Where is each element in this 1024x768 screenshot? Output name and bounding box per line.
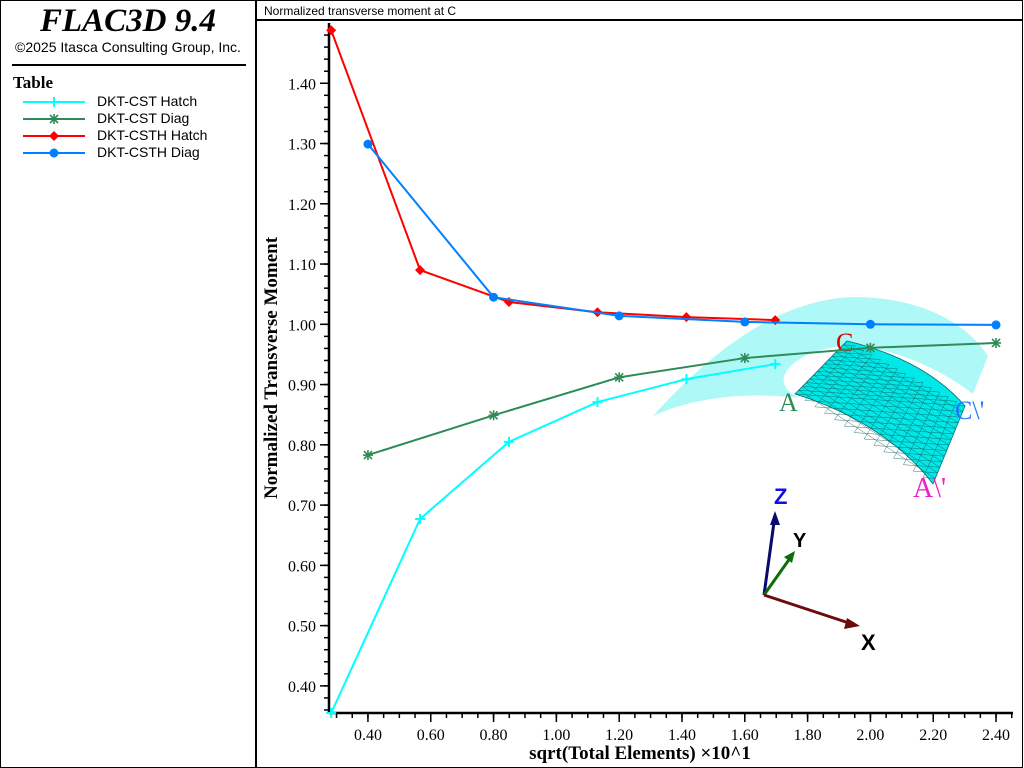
legend-swatch-circle-icon [23,148,85,158]
x-axis-label: sqrt(Total Elements) ×10^1 [529,743,751,764]
data-point [681,312,692,323]
legend-label: DKT-CSTH Diag [97,144,200,160]
y-tick-label: 0.80 [288,438,316,455]
data-point [770,359,781,370]
data-point [326,25,337,36]
surface-shadow [653,296,988,416]
axis-z-label: Z [774,484,787,509]
data-point [415,265,426,276]
data-point [740,317,750,327]
copyright: ©2025 Itasca Consulting Group, Inc. [15,39,241,55]
legend-item: DKT-CST Diag [23,110,253,127]
legend-item: DKT-CST Hatch [23,93,253,110]
y-tick-label: 1.20 [288,197,316,214]
app-title: FLAC3D 9.4 [39,3,217,39]
series-line [330,363,776,714]
data-point [991,320,1001,330]
x-tick-label: 1.60 [731,727,759,744]
x-tick-label: 2.20 [919,727,947,744]
x-tick-label: 2.00 [856,727,884,744]
data-point [363,139,373,149]
series-line [330,29,776,322]
data-point [362,450,373,461]
y-tick-label: 1.00 [288,317,316,334]
series-line [367,341,997,457]
axis-x-label: X [861,630,876,655]
label-a: A [779,388,798,417]
x-tick-label: 2.40 [982,727,1010,744]
y-tick-label: 0.70 [288,498,316,515]
legend-item: DKT-CSTH Hatch [23,127,253,144]
legend-swatch-asterisk-icon [23,114,85,124]
y-axis-arrow [762,553,795,596]
data-point [489,292,499,302]
data-point [991,337,1002,348]
chart: A C C\' A\' Z Y X 0.40 0.60 0.80 1.00 1.20 1.… [261,23,1013,764]
data-point [614,311,624,321]
y-axis-label: Normalized Transverse Moment [261,236,282,499]
legend-marker [49,148,59,158]
data-point [326,708,337,718]
series-dkt-csth-diag [363,139,1001,330]
legend-marker [49,131,59,141]
z-axis-arrow [762,514,777,596]
x-tick-label: 1.80 [794,727,822,744]
data-point [614,372,625,383]
y-tick-label: 1.10 [288,257,316,274]
label-a-prime: A\' [913,473,946,504]
legend-swatch-diamond-icon [23,131,85,141]
data-point [865,319,875,329]
x-tick-label: 1.40 [668,727,696,744]
data-point [503,436,514,447]
legend-label: DKT-CST Diag [97,110,190,126]
legend-label: DKT-CST Hatch [97,93,198,109]
y-tick-label: 1.30 [288,137,316,154]
y-tick-label: 0.40 [288,679,316,696]
x-axis-arrow [763,593,856,627]
label-c: C [836,328,853,357]
plot-panel: Normalized transverse moment at C A C C\… [256,0,1023,768]
y-tick-label: 0.90 [288,378,316,395]
y-tick-label: 0.50 [288,619,316,636]
x-tick-label: 1.20 [605,727,633,744]
series-dkt-cst-diag [362,337,1002,461]
legend-swatch-plus-icon [23,97,85,107]
legend-item: DKT-CSTH Diag [23,144,253,161]
x-tick-label: 1.00 [542,727,570,744]
data-point [488,410,499,421]
data-point [415,513,426,524]
legend-panel: FLAC3D 9.4 ©2025 Itasca Consulting Group… [0,0,257,768]
model-view: A C C\' A\' Z Y X [653,296,988,655]
y-tick-label: 0.60 [288,558,316,575]
legend-label: DKT-CSTH Hatch [97,127,208,143]
y-tick-label: 1.40 [288,76,316,93]
x-tick-label: 0.80 [480,727,508,744]
legend-marker [49,114,59,124]
divider [12,64,246,66]
x-tick-label: 0.40 [354,727,382,744]
data-point [739,353,750,364]
plot-title: Normalized transverse moment at C [256,1,1022,21]
axis-y-label: Y [793,530,807,552]
series-dkt-cst-hatch [326,359,781,718]
data-point [681,374,692,385]
data-point [592,397,603,408]
series-line [367,143,997,326]
legend-marker [49,97,59,107]
legend-title: Table [13,73,54,92]
data-point [865,342,876,353]
x-tick-label: 0.60 [417,727,445,744]
label-c-prime: C\' [955,396,984,425]
